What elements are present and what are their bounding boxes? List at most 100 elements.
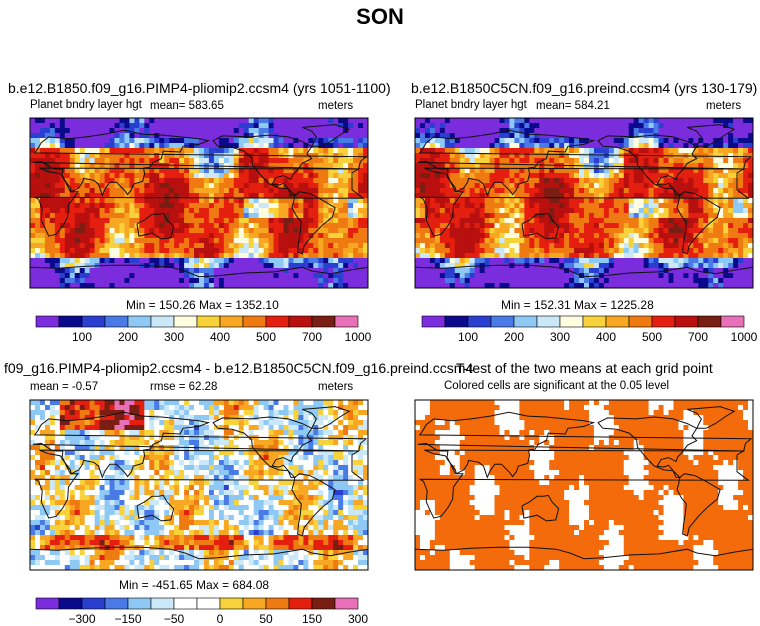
map-frame-4 (414, 399, 754, 571)
colorbar-box (150, 597, 175, 610)
map-coastlines-4 (415, 406, 753, 560)
map-panel-4 (414, 399, 754, 571)
coastline-north-america (597, 416, 698, 478)
coastline-africa (34, 449, 365, 519)
colorbar-tick-label: −300 (68, 612, 95, 626)
colorbar-1: 100 200 300 400 500 700 1000 (35, 315, 372, 344)
panel3-mean: mean = -0.57 (30, 381, 99, 393)
coastline-africa (34, 167, 365, 237)
coastline-eurasia (417, 411, 753, 479)
colorbar-box (334, 315, 359, 328)
panel4-title: T-test of the two means at each grid poi… (456, 360, 713, 376)
coastline-greenland (687, 124, 736, 147)
colorbar-box (628, 315, 653, 328)
panel1-minmax: Min = 150.26 Max = 1352.10 (126, 298, 279, 312)
coastline-eurasia (417, 129, 753, 197)
coastline-eurasia (32, 411, 368, 479)
colorbar-box (311, 597, 336, 610)
panel2-mean: mean= 584.21 (536, 100, 610, 112)
coastline-eurasia (32, 129, 368, 197)
colorbar-box (35, 597, 60, 610)
colorbar-tick-label: 400 (596, 330, 616, 344)
colorbar-tick-label: 200 (118, 330, 138, 344)
map-frame-3 (29, 399, 369, 571)
map-field-cells-2 (415, 118, 753, 288)
colorbar-box (58, 315, 83, 328)
colorbar-box (173, 315, 198, 328)
colorbar-tick-label: 300 (550, 330, 570, 344)
colorbar-box (81, 315, 106, 328)
coastline-south-america (291, 191, 336, 255)
colorbar-tick-label: 0 (217, 612, 224, 626)
panel3-title: f09_g16.PIMP4-pliomip2.ccsm4 - b.e12.B18… (4, 360, 474, 376)
colorbar-box (35, 315, 60, 328)
coastline-south-america (291, 473, 336, 537)
colorbar-box (265, 315, 290, 328)
colorbar-box (720, 315, 745, 328)
colorbar-tick-label: 100 (458, 330, 478, 344)
colorbar-box (288, 315, 313, 328)
coastline-antarctica (415, 264, 753, 278)
colorbar-tick-label: 100 (72, 330, 92, 344)
colorbar-box (127, 597, 152, 610)
coastline-antarctica (30, 546, 368, 560)
coastline-greenland (302, 124, 351, 147)
colorbar-box (242, 315, 267, 328)
panel3-minmax: Min = -451.65 Max = 684.08 (119, 578, 270, 592)
map-panel-1 (29, 117, 369, 289)
page-title: SON (356, 4, 404, 29)
colorbar-box (58, 597, 83, 610)
panel3-units: meters (318, 381, 354, 393)
colorbar-tick-label: 300 (164, 330, 184, 344)
coastline-greenland (687, 406, 736, 429)
colorbar-tick-label: −50 (164, 612, 185, 626)
coastline-australia (521, 494, 560, 522)
colorbar-box (444, 315, 469, 328)
coastline-north-america (212, 416, 313, 478)
map-field-cells-3 (30, 400, 368, 570)
colorbar-box (242, 597, 267, 610)
map-coastlines-1 (30, 124, 368, 278)
colorbar-box (288, 597, 313, 610)
colorbar-tick-label: 500 (256, 330, 276, 344)
colorbar-box (536, 315, 561, 328)
colorbar-box (490, 315, 515, 328)
colorbar-box (467, 315, 492, 328)
coastline-australia (136, 494, 175, 522)
colorbar-tick-label: 50 (259, 612, 273, 626)
panel1-title: b.e12.B1850.f09_g16.PIMP4-pliomip2.ccsm4… (8, 80, 391, 96)
colorbar-box (582, 315, 607, 328)
coastline-africa (419, 449, 750, 519)
colorbar-box (196, 597, 221, 610)
colorbar-tick-label: 150 (302, 612, 322, 626)
colorbar-box (559, 315, 584, 328)
colorbar-box (334, 597, 359, 610)
panel1-mean: mean= 583.65 (150, 100, 224, 112)
coastline-south-america (676, 191, 721, 255)
colorbar-tick-label: 300 (348, 612, 368, 626)
coastline-south-america (676, 473, 721, 537)
colorbar-box (674, 315, 699, 328)
colorbar-box (311, 315, 336, 328)
colorbar-box (150, 315, 175, 328)
colorbar-tick-label: 700 (688, 330, 708, 344)
colorbar-3: −300 −150 −50 0 50 150 300 (35, 597, 368, 626)
colorbar-box (513, 315, 538, 328)
colorbar-tick-label: 700 (302, 330, 322, 344)
coastline-australia (136, 212, 175, 240)
map-panel-3 (29, 399, 369, 571)
map-field-cells-4 (415, 400, 753, 570)
colorbar-box (81, 597, 106, 610)
colorbar-box (196, 315, 221, 328)
map-coastlines-2 (415, 124, 753, 278)
colorbar-box (697, 315, 722, 328)
colorbar-box (219, 597, 244, 610)
coastline-africa (419, 167, 750, 237)
coastline-australia (521, 212, 560, 240)
map-field-cells-1 (30, 118, 368, 288)
panel4-subtitle: Colored cells are significant at the 0.0… (444, 380, 670, 392)
colorbar-box (265, 597, 290, 610)
map-coastlines-3 (30, 406, 368, 560)
panel3-rmse: rmse = 62.28 (150, 381, 218, 393)
map-frame-2 (414, 117, 754, 289)
